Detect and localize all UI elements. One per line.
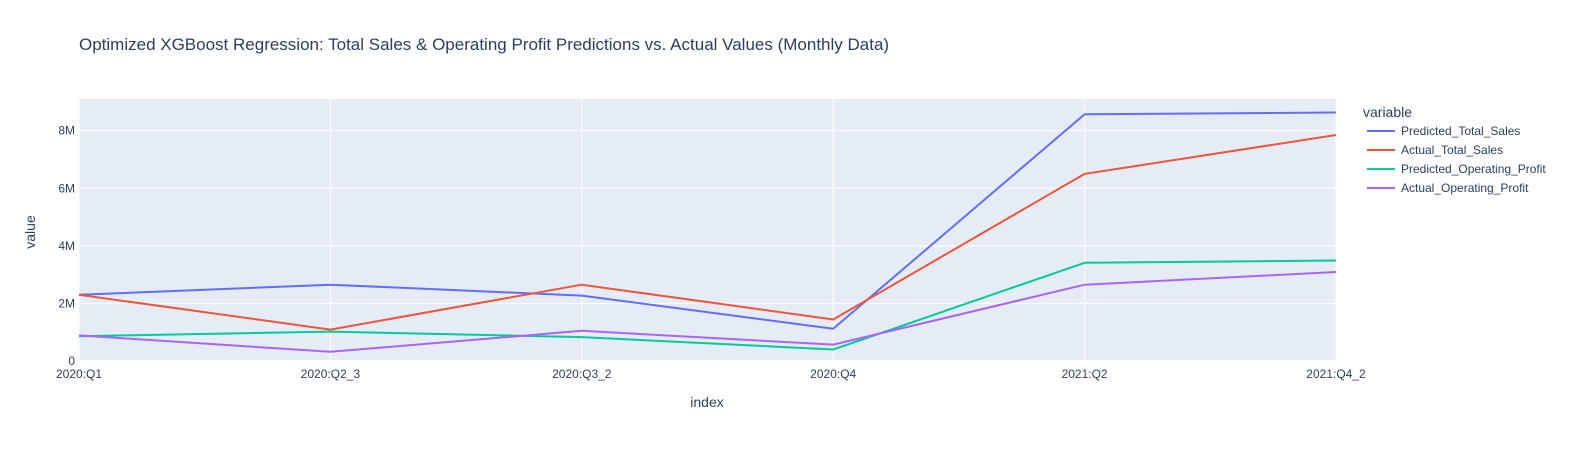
legend-label: Predicted_Operating_Profit <box>1401 162 1546 176</box>
legend: variable Predicted_Total_Sales Actual_Tot… <box>1363 104 1546 195</box>
y-tick-label: 8M <box>58 124 75 138</box>
legend-label: Predicted_Total_Sales <box>1401 124 1520 138</box>
legend-items: Predicted_Total_Sales Actual_Total_Sales P… <box>1367 124 1546 195</box>
y-axis-title: value <box>22 215 38 249</box>
legend-label: Actual_Total_Sales <box>1401 143 1503 157</box>
x-tick-label: 2020:Q3_2 <box>552 367 612 381</box>
legend-title: variable <box>1363 104 1412 120</box>
x-tick-label: 2021:Q2 <box>1062 367 1108 381</box>
legend-item[interactable]: Predicted_Total_Sales <box>1367 124 1520 138</box>
series-line-actual-total-sales <box>78 134 1337 331</box>
y-axis-ticks: 0 2M 4M 6M 8M <box>58 124 75 368</box>
y-tick-label: 2M <box>58 296 75 310</box>
series-line-actual-operating-profit <box>78 271 1337 353</box>
y-tick-label: 0 <box>68 354 75 368</box>
legend-item[interactable]: Actual_Operating_Profit <box>1367 181 1529 195</box>
x-tick-label: 2020:Q1 <box>56 367 102 381</box>
x-tick-label: 2020:Q2_3 <box>301 367 361 381</box>
plot-area <box>79 99 1336 361</box>
series-lines <box>78 111 1337 353</box>
grid-lines <box>78 99 1337 362</box>
series-line-predicted-operating-profit <box>78 259 1337 351</box>
legend-label: Actual_Operating_Profit <box>1401 181 1529 195</box>
legend-item[interactable]: Predicted_Operating_Profit <box>1367 162 1546 176</box>
y-tick-label: 4M <box>58 239 75 253</box>
chart-title: Optimized XGBoost Regression: Total Sale… <box>79 35 889 54</box>
x-tick-label: 2020:Q4 <box>810 367 856 381</box>
legend-item[interactable]: Actual_Total_Sales <box>1367 143 1503 157</box>
y-tick-label: 6M <box>58 181 75 195</box>
series-line-predicted-total-sales <box>78 111 1337 330</box>
x-axis-ticks: 2020:Q1 2020:Q2_3 2020:Q3_2 2020:Q4 2021:Q2 2… <box>56 367 1366 381</box>
x-axis-title: index <box>690 394 723 410</box>
x-tick-label: 2021:Q4_2 <box>1306 367 1366 381</box>
